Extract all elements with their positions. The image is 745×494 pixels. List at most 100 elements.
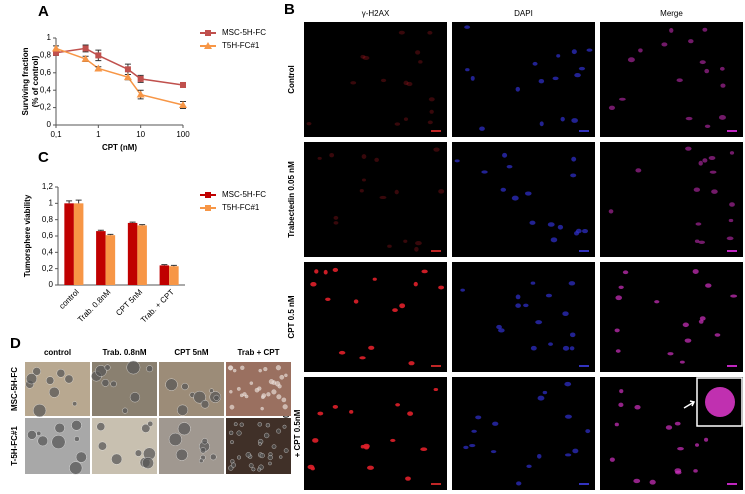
sphere xyxy=(111,453,123,465)
row-label: MSC-5H-FC xyxy=(10,367,19,411)
sphere xyxy=(56,368,66,378)
nucleus xyxy=(500,187,507,192)
nucleus xyxy=(550,237,558,243)
nucleus xyxy=(633,478,641,484)
point xyxy=(123,73,132,81)
sphere xyxy=(263,432,270,439)
sphere xyxy=(268,379,275,385)
sphere xyxy=(265,422,271,428)
nucleus xyxy=(698,240,705,245)
x-tick-label: Trab. 0.8nM xyxy=(76,287,113,324)
nucleus xyxy=(649,479,656,485)
column-header: CPT 5nM xyxy=(174,348,209,357)
micrograph xyxy=(452,22,595,137)
sphere xyxy=(177,422,191,436)
nucleus xyxy=(571,118,578,123)
sphere xyxy=(104,364,111,371)
micrograph xyxy=(304,22,447,137)
nucleus xyxy=(635,168,642,173)
nucleus xyxy=(490,450,497,454)
nucleus xyxy=(498,328,505,333)
sphere xyxy=(230,440,234,445)
nucleus xyxy=(688,39,694,44)
point xyxy=(124,66,131,73)
sphere xyxy=(209,388,214,394)
nucleus xyxy=(677,447,684,451)
sphere xyxy=(51,434,66,450)
nucleus xyxy=(730,294,738,298)
nucleus xyxy=(515,294,521,300)
nucleus xyxy=(679,360,685,364)
legend-marker xyxy=(205,205,211,211)
nucleus xyxy=(560,116,565,122)
sphere xyxy=(126,360,141,375)
nucleus xyxy=(535,320,543,325)
sphere xyxy=(36,430,42,436)
sphere xyxy=(284,373,288,378)
nucleus xyxy=(418,60,423,64)
nucleus xyxy=(699,316,706,321)
nucleus xyxy=(704,437,709,442)
nucleus xyxy=(338,350,346,355)
sphere xyxy=(233,422,238,427)
legend-label: MSC-5H-FC xyxy=(222,190,266,199)
nucleus xyxy=(317,156,322,160)
nucleus xyxy=(367,465,374,470)
nucleus xyxy=(464,25,471,29)
nucleus xyxy=(619,97,626,101)
nucleus xyxy=(552,76,559,81)
error-bar xyxy=(161,264,168,266)
sphere xyxy=(248,463,254,468)
nucleus xyxy=(618,402,624,407)
x-tick-label: 0,1 xyxy=(50,130,62,139)
sphere xyxy=(96,422,106,432)
sphere-photo xyxy=(159,418,224,474)
sphere xyxy=(122,407,129,414)
inset-arrow xyxy=(683,400,696,409)
nucleus xyxy=(405,476,411,481)
nucleus xyxy=(323,269,328,275)
nucleus xyxy=(705,283,712,288)
nucleus xyxy=(362,55,370,61)
sphere xyxy=(268,461,272,466)
nucleus xyxy=(669,28,674,33)
micrograph xyxy=(452,262,595,372)
y-tick-label: 0,4 xyxy=(40,85,52,94)
nucleus xyxy=(359,356,366,360)
sphere xyxy=(71,420,82,431)
nucleus xyxy=(614,328,620,333)
nucleus xyxy=(454,159,460,163)
y-tick-label: 0 xyxy=(49,280,54,289)
nucleus xyxy=(387,244,392,248)
x-tick-label: 1 xyxy=(96,130,101,139)
nucleus xyxy=(415,240,422,246)
sphere xyxy=(146,365,154,373)
nucleus xyxy=(403,239,408,243)
nucleus xyxy=(582,229,588,234)
nucleus xyxy=(415,50,421,55)
sphere xyxy=(110,380,117,388)
sphere xyxy=(277,384,282,389)
nucleus xyxy=(619,389,624,394)
nucleus xyxy=(379,195,387,200)
point xyxy=(179,100,187,108)
nucleus xyxy=(349,409,354,414)
nucleus xyxy=(332,267,339,273)
nucleus xyxy=(557,224,564,230)
nucleus xyxy=(532,61,538,66)
sphere xyxy=(228,365,234,371)
sphere xyxy=(282,424,287,429)
panel-label: D xyxy=(10,335,21,352)
nucleus xyxy=(682,322,689,328)
nucleus xyxy=(428,97,435,102)
nucleus xyxy=(571,49,577,55)
sphere xyxy=(48,386,60,398)
nucleus xyxy=(572,448,579,454)
nucleus xyxy=(718,114,726,120)
sphere xyxy=(263,366,268,372)
sphere xyxy=(147,420,154,427)
sphere xyxy=(45,376,55,385)
nucleus xyxy=(618,285,624,289)
sphere xyxy=(72,401,78,407)
sphere xyxy=(75,451,87,463)
